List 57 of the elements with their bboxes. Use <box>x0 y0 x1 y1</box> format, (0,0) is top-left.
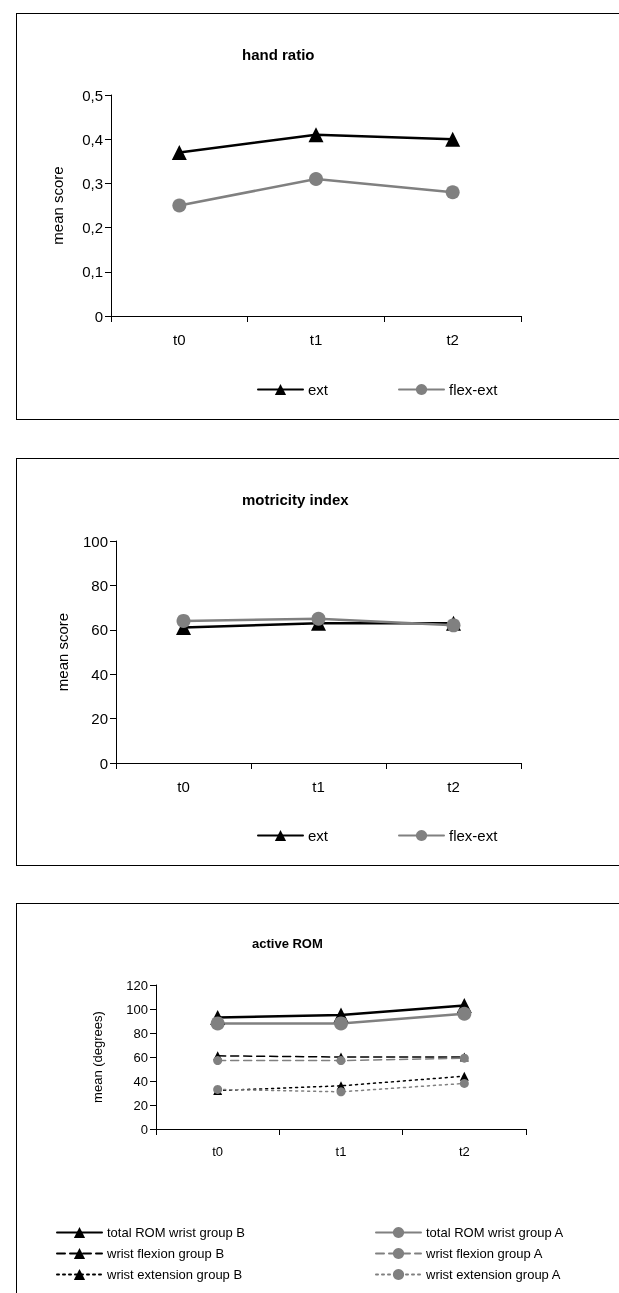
legend-label: ext <box>308 827 329 844</box>
legend-label: total ROM wrist group A <box>426 1225 564 1240</box>
point <box>445 185 460 200</box>
legend-label: wrist extension group B <box>106 1267 243 1282</box>
x-tick-label: t1 <box>312 778 325 795</box>
legend-label: flex-ext <box>449 381 499 398</box>
y-tick-label: 0,5 <box>82 86 103 104</box>
y-tick-label: 60 <box>133 1049 148 1065</box>
y-tick-label: 100 <box>82 532 108 550</box>
legend-label: wrist flexion group B <box>106 1246 225 1261</box>
legend-label: flex-ext <box>449 827 499 844</box>
y-tick-label: 0,2 <box>82 219 103 237</box>
y-tick-label: 0,4 <box>82 130 103 148</box>
chart-title: active ROM <box>252 936 323 951</box>
x-tick-label: t1 <box>309 331 323 348</box>
x-tick-label: t2 <box>458 1144 470 1159</box>
y-tick-label: 120 <box>126 977 148 993</box>
point <box>213 1056 223 1066</box>
point <box>445 131 461 147</box>
y-tick-label: 0,3 <box>82 174 103 192</box>
x-tick-label: t0 <box>212 1144 224 1159</box>
y-tick-label: 40 <box>133 1073 148 1089</box>
y-tick-label: 0 <box>99 754 108 772</box>
y-tick-label: 100 <box>126 1001 148 1017</box>
y-tick-label: 20 <box>91 710 108 728</box>
legend-label: ext <box>308 381 329 398</box>
point <box>172 198 187 213</box>
y-axis-title: mean score <box>54 612 71 692</box>
point <box>334 1016 348 1031</box>
legend-label: wrist extension group A <box>425 1267 561 1282</box>
legend-label: total ROM wrist group B <box>107 1225 245 1240</box>
point <box>457 1006 472 1021</box>
point <box>171 144 187 160</box>
legend-label: wrist flexion group A <box>425 1246 543 1261</box>
y-tick-label: 0 <box>140 1121 148 1137</box>
y-tick-label: 0 <box>94 307 103 325</box>
y-axis-title: mean (degrees) <box>90 1011 105 1103</box>
chart-title: hand ratio <box>242 46 315 63</box>
chart-title: motricity index <box>242 491 350 508</box>
x-tick-label: t2 <box>447 778 460 795</box>
y-tick-label: 80 <box>133 1025 148 1041</box>
x-tick-label: t2 <box>446 331 459 348</box>
point <box>308 127 324 143</box>
x-tick-label: t0 <box>177 778 190 795</box>
point <box>459 1078 469 1088</box>
y-tick-label: 0,1 <box>82 263 103 281</box>
point <box>336 1087 346 1097</box>
x-tick-label: t1 <box>335 1144 347 1159</box>
y-tick-label: 20 <box>133 1097 148 1113</box>
y-axis-title: mean score <box>49 166 66 245</box>
y-tick-label: 80 <box>91 576 108 594</box>
point <box>210 1016 225 1031</box>
y-tick-label: 40 <box>91 665 108 683</box>
x-tick-label: t0 <box>173 331 186 348</box>
point <box>309 171 323 186</box>
point <box>336 1056 346 1066</box>
y-tick-label: 60 <box>91 621 108 639</box>
